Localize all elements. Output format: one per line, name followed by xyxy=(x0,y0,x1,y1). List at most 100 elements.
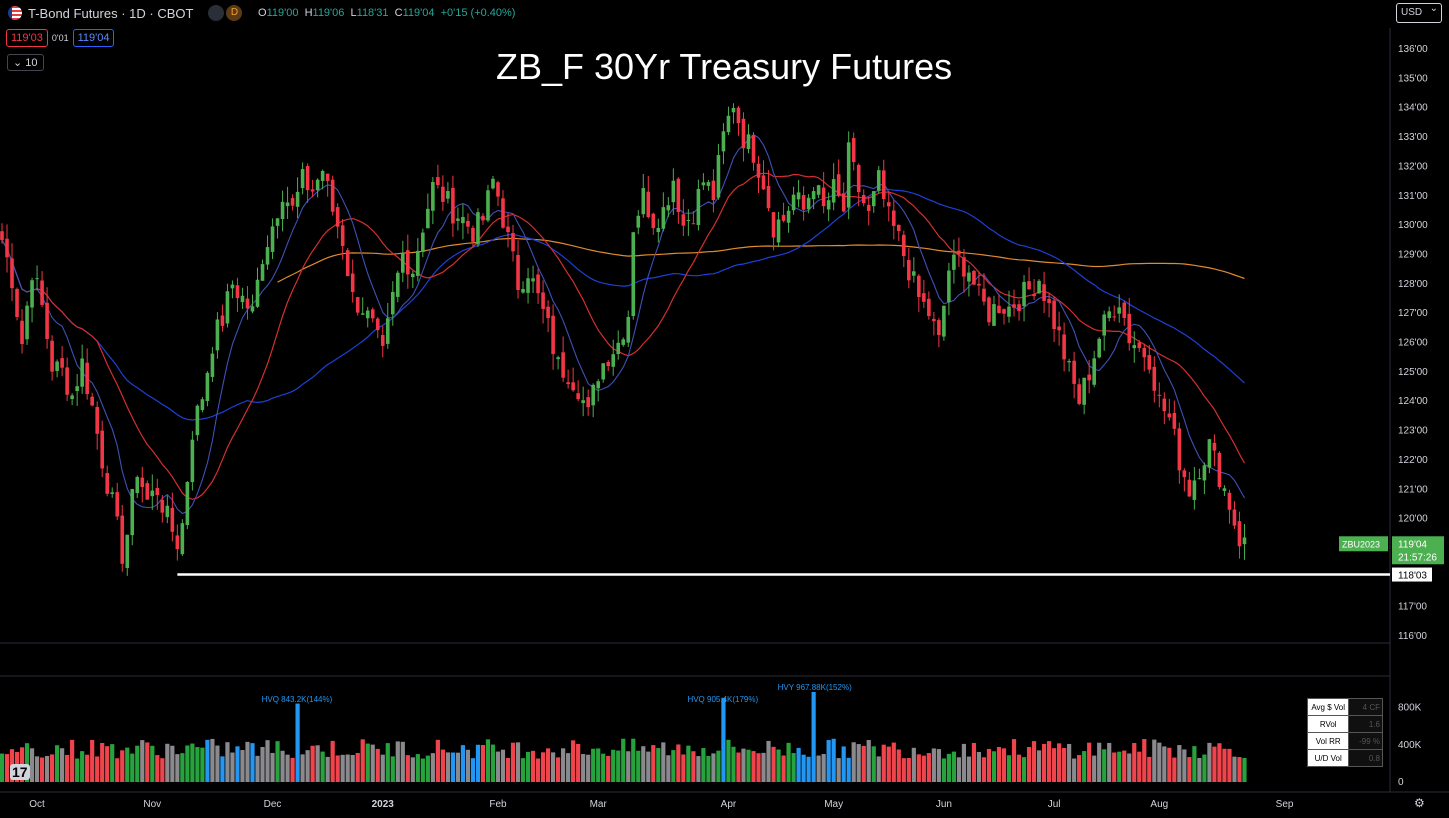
candle-body xyxy=(1182,470,1187,478)
candle-body xyxy=(831,179,836,203)
volume-bar xyxy=(586,754,591,782)
candle-body xyxy=(731,107,736,113)
volume-bar xyxy=(95,756,100,782)
candle-body xyxy=(375,318,380,331)
volume-bar xyxy=(806,756,811,782)
volume-bar xyxy=(480,745,486,782)
volume-bar xyxy=(791,753,796,782)
volume-bar xyxy=(821,753,826,782)
candle-body xyxy=(431,182,435,211)
candle-body xyxy=(215,319,220,351)
candle-body xyxy=(1212,442,1217,451)
stats-row: Avg $ Vol 4 CF xyxy=(1306,698,1383,716)
candle-body xyxy=(0,231,4,241)
stats-row: RVol 1.6 xyxy=(1306,715,1383,733)
time-tick-label: Jul xyxy=(1048,799,1061,810)
settings-gear-icon[interactable]: ⚙ xyxy=(1414,796,1425,810)
market-status-icon[interactable] xyxy=(208,4,224,21)
candle-body xyxy=(220,315,225,326)
candle-body xyxy=(952,254,956,270)
candle-body xyxy=(436,177,440,186)
ask-price[interactable]: 119'04 xyxy=(72,29,115,47)
candle-body xyxy=(1092,358,1096,385)
bid-price[interactable]: 119'03 xyxy=(6,29,48,47)
candle-body xyxy=(1057,326,1061,331)
candle-body xyxy=(1232,509,1237,526)
candle-body xyxy=(135,476,140,494)
stats-label: Vol RR xyxy=(1306,732,1350,750)
candle-body xyxy=(1217,452,1222,488)
volume-bar xyxy=(571,740,576,782)
candle-body xyxy=(456,218,460,221)
volume-bar xyxy=(651,745,656,782)
spread: 0'01 xyxy=(51,33,69,43)
volume-bar xyxy=(90,739,95,782)
indicator-length-toggle[interactable]: ⌄ 10 xyxy=(7,54,44,71)
volume-bar xyxy=(410,757,415,782)
candle-body xyxy=(681,214,686,226)
volume-bar xyxy=(185,745,190,782)
candle-body xyxy=(506,226,510,233)
candle-body xyxy=(210,353,215,377)
volume-bar xyxy=(120,750,125,782)
volume-bar xyxy=(551,752,556,782)
candle-body xyxy=(716,155,721,198)
candle-body xyxy=(967,272,971,282)
volume-bar xyxy=(1157,742,1162,782)
candle-body xyxy=(1192,480,1197,500)
high-value: 119'06 xyxy=(312,7,345,19)
volume-bar xyxy=(355,752,360,782)
volume-bar xyxy=(676,744,681,782)
candle-body xyxy=(992,304,996,326)
candle-body xyxy=(881,170,886,199)
candle-body xyxy=(441,186,445,202)
candle-body xyxy=(275,218,280,226)
volume-bar xyxy=(420,758,425,782)
candle-body xyxy=(846,142,851,208)
volume-bar xyxy=(330,740,335,782)
time-tick-label: Aug xyxy=(1150,799,1168,810)
candle-body xyxy=(330,179,335,212)
symbol-title[interactable]: T-Bond Futures · 1D · CBOT xyxy=(28,6,194,21)
candle-body xyxy=(140,477,145,487)
volume-bar xyxy=(1062,747,1067,782)
volume-bar xyxy=(611,749,616,782)
candle-body xyxy=(426,208,430,229)
time-tick-label: Nov xyxy=(143,799,161,810)
volume-bar xyxy=(135,745,140,782)
candle-body xyxy=(300,169,305,189)
volume-bar xyxy=(265,740,270,782)
candle-body xyxy=(616,342,621,355)
ma-50-line xyxy=(1,188,1245,421)
candle-body xyxy=(1222,488,1227,491)
time-tick-label: May xyxy=(824,799,843,810)
volume-bar xyxy=(24,743,30,782)
volume-tick-label: 400K xyxy=(1398,740,1422,751)
candle-body xyxy=(60,358,64,368)
volume-bar xyxy=(626,751,631,782)
data-delay-badge[interactable]: D xyxy=(226,4,243,21)
candle-body xyxy=(451,187,455,224)
candle-body xyxy=(501,198,505,228)
candle-body xyxy=(1107,311,1112,319)
volume-bar xyxy=(110,744,115,782)
candle-body xyxy=(145,483,150,500)
volume-bar xyxy=(540,752,546,782)
candle-body xyxy=(741,118,746,149)
candle-body xyxy=(466,220,470,227)
candle-body xyxy=(841,193,846,212)
volume-bar xyxy=(771,746,776,782)
volume-bar xyxy=(34,756,40,782)
candle-body xyxy=(180,523,185,555)
candle-body xyxy=(691,223,696,225)
tradingview-logo[interactable]: 17 xyxy=(10,764,30,780)
volume-bar xyxy=(165,743,170,782)
candle-body xyxy=(345,250,350,277)
volume-bar xyxy=(1001,748,1007,782)
volume-bar xyxy=(455,752,461,782)
volume-bar xyxy=(1187,757,1192,782)
currency-select[interactable]: USD xyxy=(1396,3,1442,23)
volume-bar xyxy=(245,741,250,782)
candle-body xyxy=(591,384,595,406)
